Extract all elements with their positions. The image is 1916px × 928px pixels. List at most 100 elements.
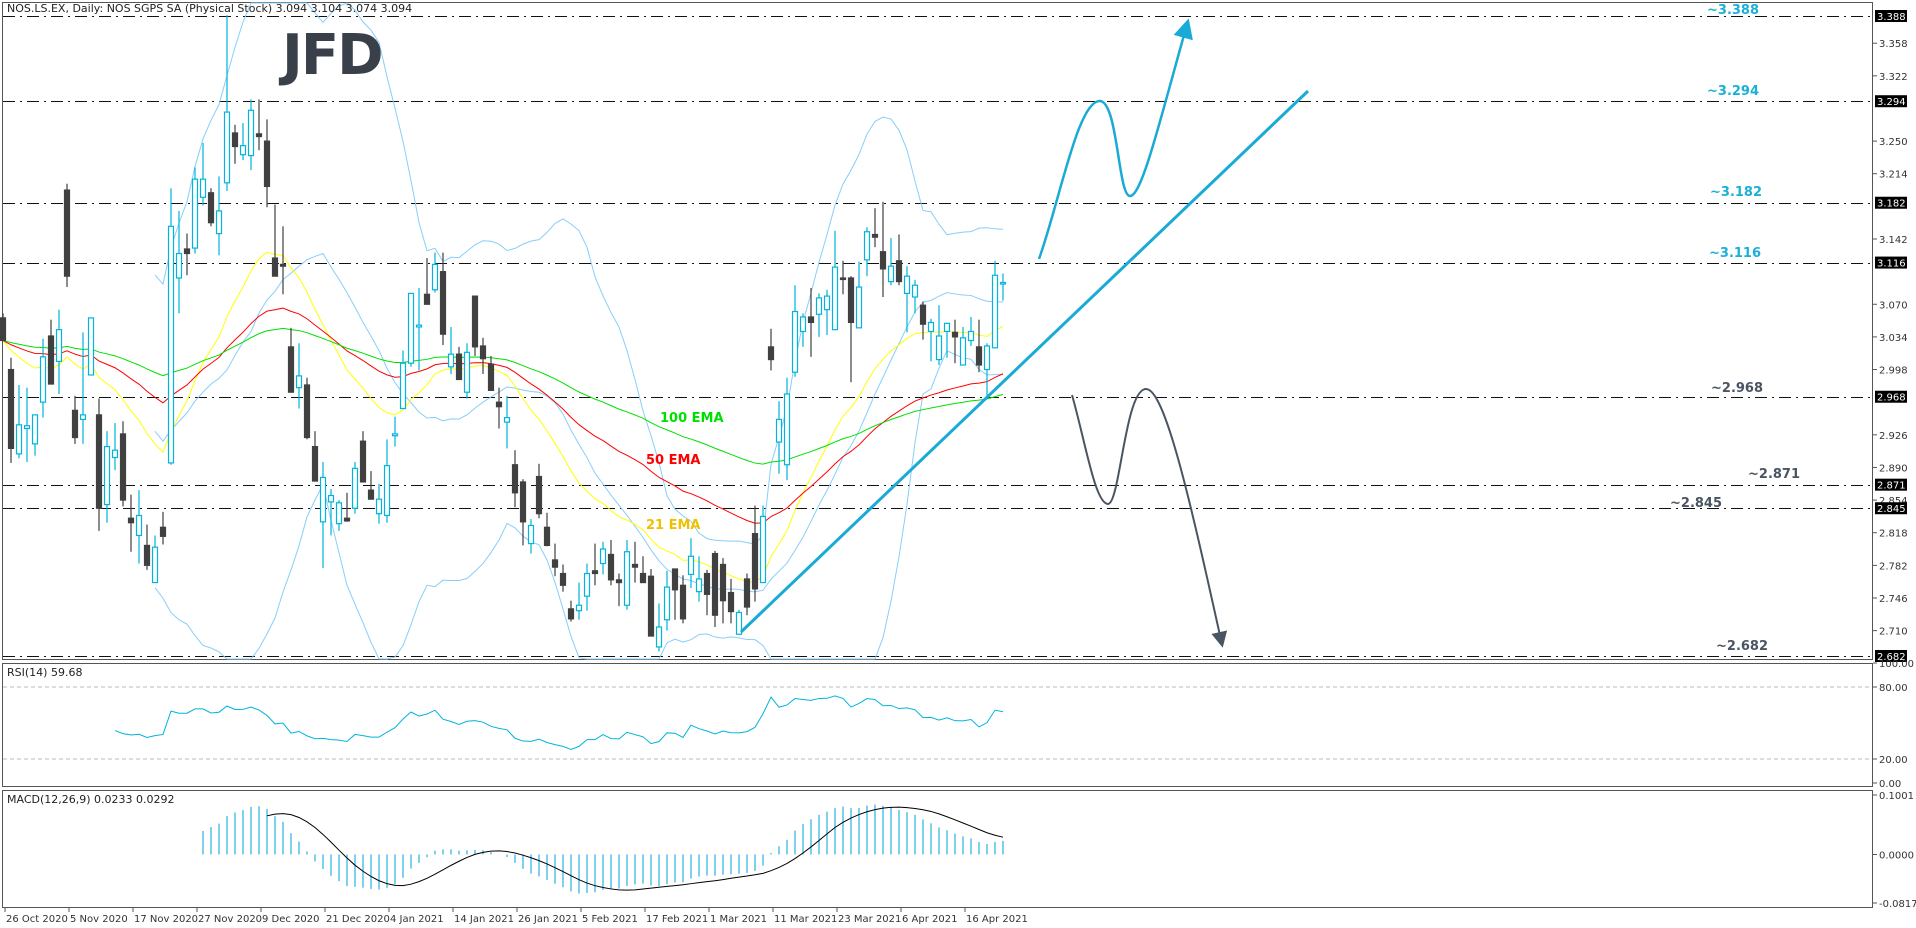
level-badge (1875, 478, 1907, 491)
bull-candle-body (391, 433, 399, 437)
candle (647, 568, 655, 637)
candle (887, 238, 895, 286)
bull-candle-body (863, 231, 871, 261)
date-label: 21 Dec 2020 (326, 914, 390, 925)
bollinger-lower-line (154, 350, 1004, 660)
rsi-panel-frame (2, 663, 1873, 787)
candle (87, 317, 95, 376)
bull-candle-body (967, 330, 975, 342)
bear-candle-body (567, 608, 575, 620)
date-label: 23 Mar 2021 (838, 914, 901, 925)
bull-candle-body (335, 502, 343, 525)
price-tick-label: 3.142 (1879, 235, 1908, 246)
bull-candle-body (991, 274, 999, 349)
bear-candle-body (519, 481, 527, 523)
price-tick-label: 2.782 (1879, 561, 1908, 572)
candle (735, 609, 743, 635)
bull-candle-body (111, 449, 119, 459)
bear-candle-body (47, 335, 55, 385)
candles (0, 15, 1007, 652)
bear-candle-body (975, 346, 983, 366)
bull-candle-body (447, 353, 455, 368)
bear-candle-body (703, 572, 711, 595)
candle (551, 543, 559, 577)
bear-candle-body (591, 570, 599, 575)
bull-candle-body (959, 337, 967, 366)
bear-candle-body (7, 368, 15, 450)
candle (143, 524, 151, 570)
rsi-tick-label: 100.00 (1879, 659, 1914, 670)
bear-candle-body (143, 544, 151, 566)
bear-candle-body (535, 475, 543, 515)
candle (0, 313, 7, 342)
bull-candle-body (935, 335, 943, 361)
candle (671, 568, 679, 620)
bear-candle-body (879, 251, 887, 270)
level-badge (1875, 650, 1907, 662)
candle (415, 287, 423, 371)
candle (487, 355, 495, 391)
bollinger-middle-line (154, 252, 1004, 593)
bull-candle-body (775, 418, 783, 443)
candle (255, 99, 263, 151)
bull-candle-body (15, 424, 23, 455)
bear-candle-body (303, 384, 311, 439)
bull-candle-body (295, 375, 303, 389)
bull-candle-body (823, 295, 831, 311)
bear-candle-body (479, 345, 487, 360)
candle (911, 279, 919, 314)
bear-candle-body (615, 579, 623, 584)
jfd-logo: JFD (278, 23, 382, 88)
bear-candle-body (63, 189, 71, 277)
candle (591, 543, 599, 586)
candle (391, 416, 399, 447)
candle (7, 357, 15, 463)
bull-candle-body (319, 476, 327, 523)
candle (719, 558, 727, 624)
candle (423, 258, 431, 305)
candle (959, 326, 967, 366)
candle (79, 332, 87, 444)
bear-candle-body (119, 433, 127, 501)
rsi-tick-label: 0.00 (1879, 779, 1901, 790)
level-badge-text: 2.871 (1877, 481, 1906, 492)
date-label: 1 Mar 2021 (710, 914, 767, 925)
candle (375, 483, 383, 524)
candle (727, 578, 735, 624)
bull-candle-body (415, 324, 423, 328)
bear-candle-body (559, 572, 567, 586)
bull-candle-body (791, 310, 799, 373)
candle (239, 122, 247, 161)
candle (919, 301, 927, 340)
candle (15, 384, 23, 459)
bull-candle-body (223, 111, 231, 184)
bear-candle-body (127, 517, 135, 524)
candle (351, 462, 359, 514)
bear-candle-body (255, 133, 263, 138)
bear-candle-body (279, 263, 287, 267)
candle (799, 313, 807, 347)
candle (135, 490, 143, 564)
candle (943, 322, 951, 358)
level-badge-text: 2.968 (1877, 393, 1906, 404)
candle (231, 124, 239, 164)
bollinger-bands (154, 2, 1004, 660)
bear-candle-body (951, 331, 959, 338)
bull-candle-body (191, 178, 199, 249)
date-label: 26 Oct 2020 (6, 914, 68, 925)
candle (743, 573, 751, 616)
level-label-3182: ~3.182 (1710, 185, 1762, 200)
bear-candle-body (895, 260, 903, 283)
candle (327, 489, 335, 536)
level-label-2845: ~2.845 (1670, 496, 1722, 511)
candle (319, 462, 327, 569)
candle (359, 431, 367, 483)
bear-candle-body (159, 526, 167, 537)
bull-candle-body (431, 263, 439, 291)
candle (751, 505, 759, 602)
bull-candle-body (375, 498, 383, 515)
bear-candle-body (439, 271, 447, 335)
macd-tick-label: 0.1001 (1879, 791, 1914, 802)
bull-candle-body (103, 445, 111, 506)
